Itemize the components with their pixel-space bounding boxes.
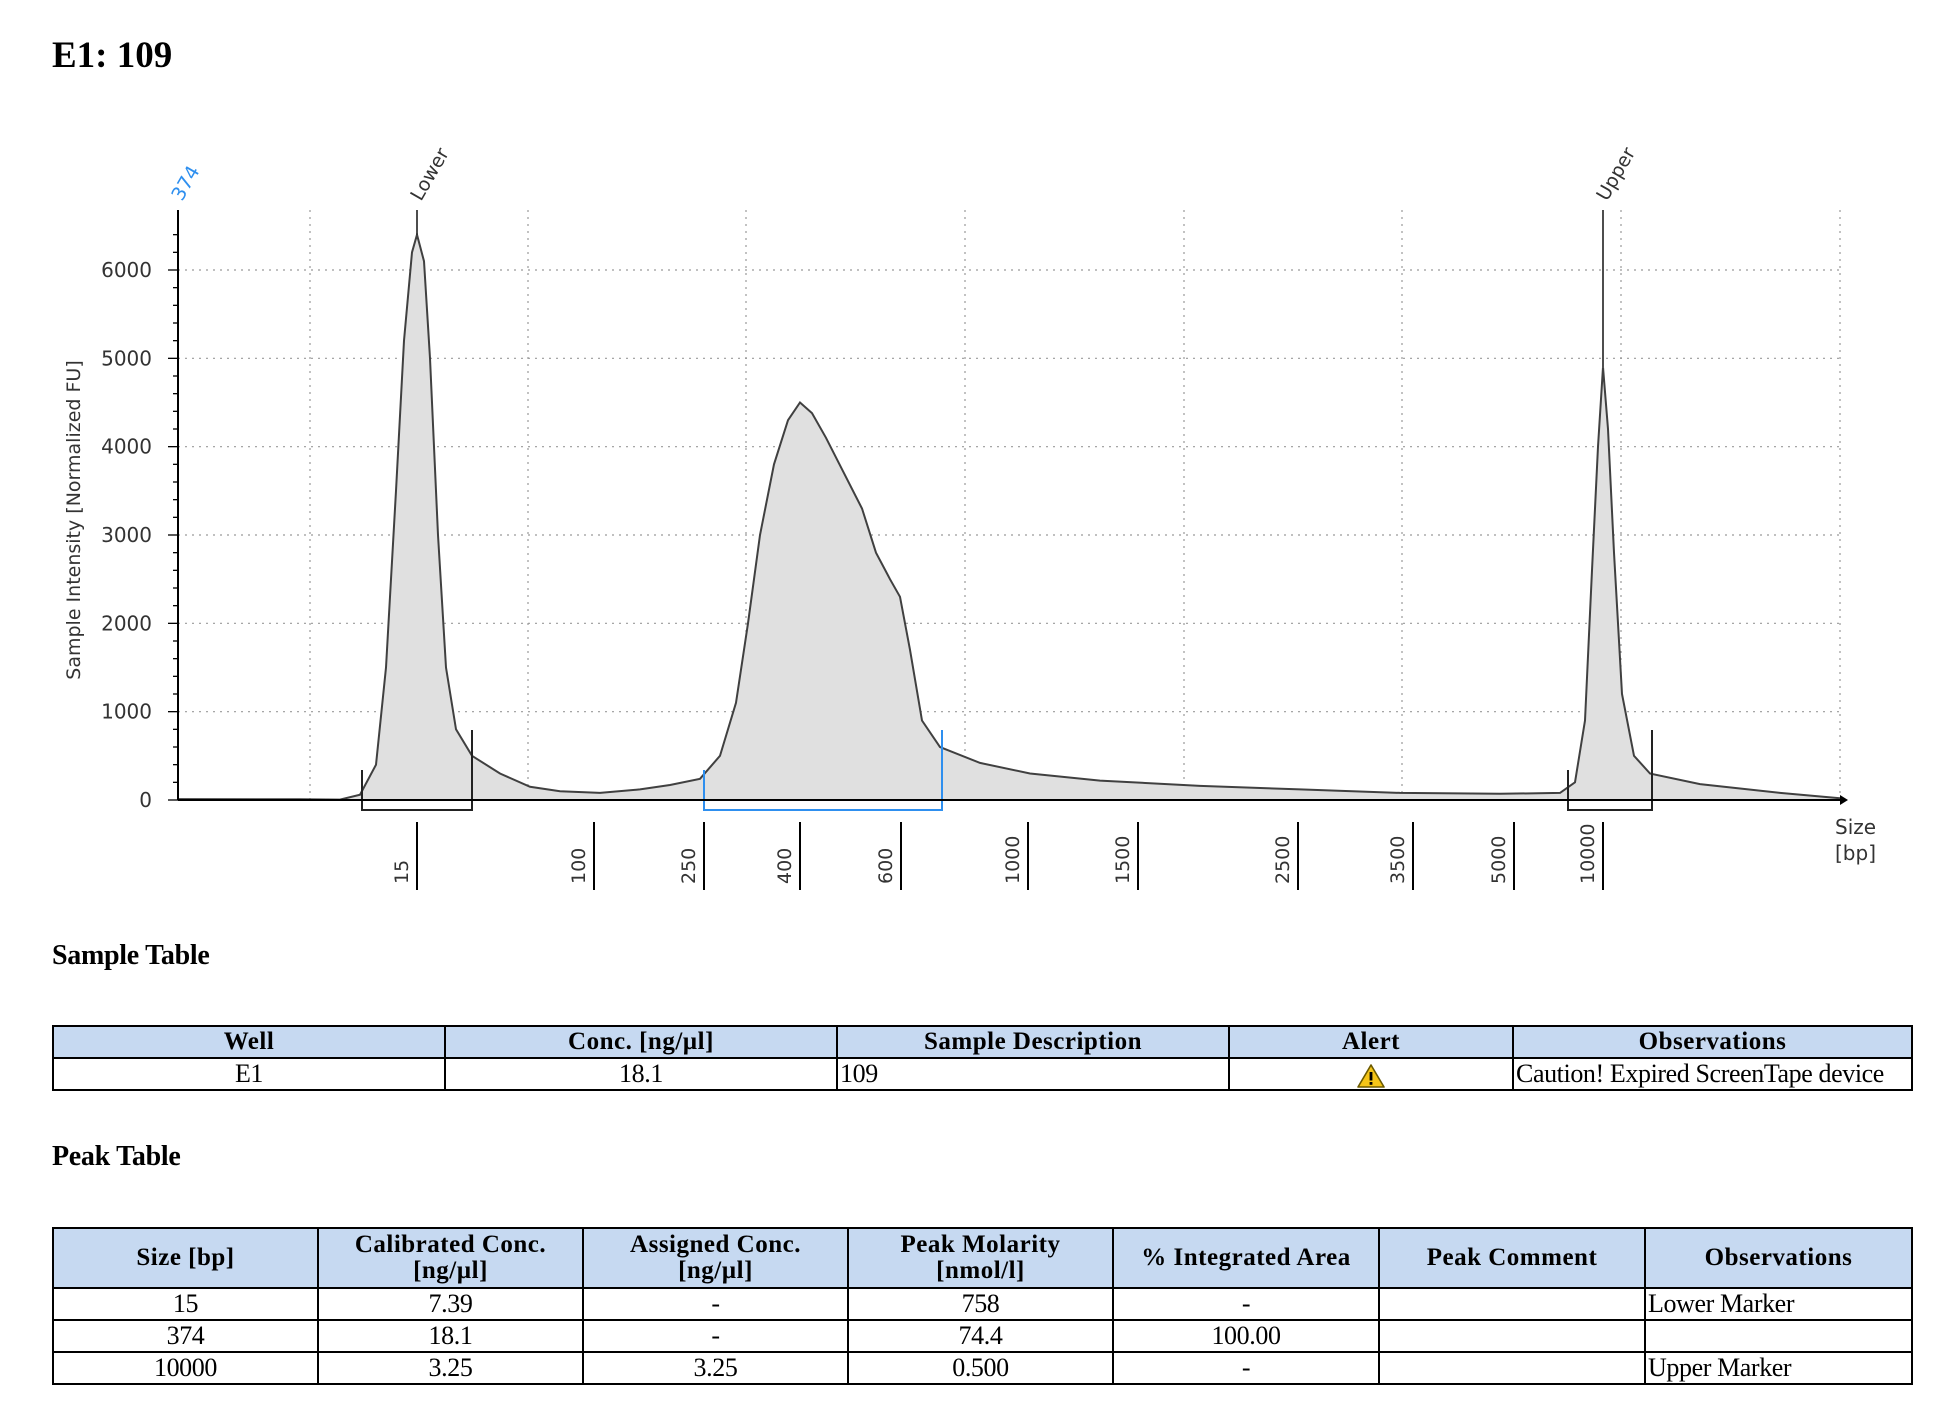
cell-observations: Lower Marker: [1644, 1287, 1913, 1321]
cell-molarity: 74.4: [847, 1319, 1114, 1353]
size-tick-label: 5000: [1488, 836, 1510, 884]
header-molarity: Peak Molarity [nmol/l]: [847, 1227, 1114, 1289]
size-tick-label: 100: [568, 848, 590, 884]
size-tick-label: 3500: [1387, 836, 1409, 884]
integration-bracket: [1567, 730, 1653, 811]
cell-molarity: 758: [847, 1287, 1114, 1321]
x-axis-label-line2: [bp]: [1835, 841, 1876, 865]
sample-table-title: Sample Table: [52, 940, 210, 971]
trace-line: [177, 230, 1841, 801]
header-comment: Peak Comment: [1378, 1227, 1646, 1289]
cell-calibrated: 3.25: [317, 1351, 584, 1385]
cell-observations: Caution! Expired ScreenTape device: [1512, 1057, 1913, 1091]
table-row: E1 18.1 109 Caution! Expired ScreenTape …: [52, 1057, 1913, 1091]
cell-conc: 18.1: [444, 1057, 838, 1091]
header-conc: Conc. [ng/µl]: [444, 1025, 838, 1059]
cell-comment: [1378, 1319, 1646, 1353]
y-tick-label: 1000: [101, 700, 152, 724]
size-tick-label: 250: [678, 848, 700, 884]
size-tick-label: 1000: [1002, 836, 1024, 884]
size-tick-label: 600: [875, 848, 897, 884]
peak-table: Size [bp] Calibrated Conc. [ng/µl] Assign…: [52, 1227, 1913, 1385]
cell-molarity: 0.500: [847, 1351, 1114, 1385]
size-tick-label: 2500: [1272, 836, 1294, 884]
cell-size: 10000: [52, 1351, 319, 1385]
header-size: Size [bp]: [52, 1227, 319, 1289]
y-tick-label: 0: [139, 788, 152, 812]
peak-label: Lower: [406, 144, 454, 204]
cell-size: 15: [52, 1287, 319, 1321]
table-row: 10000 3.25 3.25 0.500 - Upper Marker: [52, 1351, 1913, 1385]
y-tick-label: 3000: [101, 523, 152, 547]
cell-comment: [1378, 1287, 1646, 1321]
peak-label: 374: [167, 162, 204, 204]
size-tick-label: 15: [391, 860, 413, 884]
y-tick-label: 5000: [101, 346, 152, 370]
header-well: Well: [52, 1025, 446, 1059]
cell-assigned: -: [582, 1319, 849, 1353]
header-alert: Alert: [1228, 1025, 1514, 1059]
header-observations: Observations: [1512, 1025, 1913, 1059]
integration-bracket: [703, 730, 943, 811]
size-tick-label: 10000: [1577, 824, 1599, 884]
y-tick-label: 6000: [101, 258, 152, 282]
sample-table-header: Well Conc. [ng/µl] Sample Description Al…: [52, 1025, 1913, 1059]
cell-size: 374: [52, 1319, 319, 1353]
size-tick-label: 400: [774, 848, 796, 884]
x-axis-arrow: [1840, 795, 1848, 805]
peak-label: Upper: [1592, 144, 1640, 205]
cell-alert: [1228, 1057, 1514, 1091]
peak-table-header: Size [bp] Calibrated Conc. [ng/µl] Assign…: [52, 1227, 1913, 1289]
cell-calibrated: 7.39: [317, 1287, 584, 1321]
header-peak-observations: Observations: [1644, 1227, 1913, 1289]
x-axis-label-line1: Size: [1835, 815, 1876, 839]
peak-table-title: Peak Table: [52, 1141, 181, 1172]
y-tick-label: 2000: [101, 611, 152, 635]
warning-icon: [1357, 1064, 1385, 1088]
table-row: 15 7.39 - 758 - Lower Marker: [52, 1287, 1913, 1321]
cell-observations: [1644, 1319, 1913, 1353]
header-assigned: Assigned Conc. [ng/µl]: [582, 1227, 849, 1289]
cell-assigned: -: [582, 1287, 849, 1321]
page-title: E1: 109: [52, 35, 173, 76]
cell-area: -: [1112, 1351, 1380, 1385]
y-tick-label: 4000: [101, 435, 152, 459]
size-tick-label: 1500: [1112, 836, 1134, 884]
grid: [178, 210, 1841, 800]
integration-bracket: [361, 730, 473, 811]
header-area: % Integrated Area: [1112, 1227, 1380, 1289]
cell-area: 100.00: [1112, 1319, 1380, 1353]
sample-table: Well Conc. [ng/µl] Sample Description Al…: [52, 1025, 1913, 1091]
cell-description: 109: [836, 1057, 1230, 1091]
cell-assigned: 3.25: [582, 1351, 849, 1385]
y-axis-label: Sample Intensity [Normalized FU]: [63, 360, 85, 679]
table-row: 374 18.1 - 74.4 100.00: [52, 1319, 1913, 1353]
header-description: Sample Description: [836, 1025, 1230, 1059]
cell-well: E1: [52, 1057, 446, 1091]
cell-comment: [1378, 1351, 1646, 1385]
cell-area: -: [1112, 1287, 1380, 1321]
cell-calibrated: 18.1: [317, 1319, 584, 1353]
header-calibrated: Calibrated Conc. [ng/µl]: [317, 1227, 584, 1289]
cell-observations: Upper Marker: [1644, 1351, 1913, 1385]
electropherogram-chart: Lower 374 Upper 0 1000 2000 3000 4000 5000 6000 1…: [63, 144, 1876, 890]
axes: 0 1000 2000 3000 4000 5000 6000 15 100 250 400 600 1…: [101, 210, 1848, 890]
